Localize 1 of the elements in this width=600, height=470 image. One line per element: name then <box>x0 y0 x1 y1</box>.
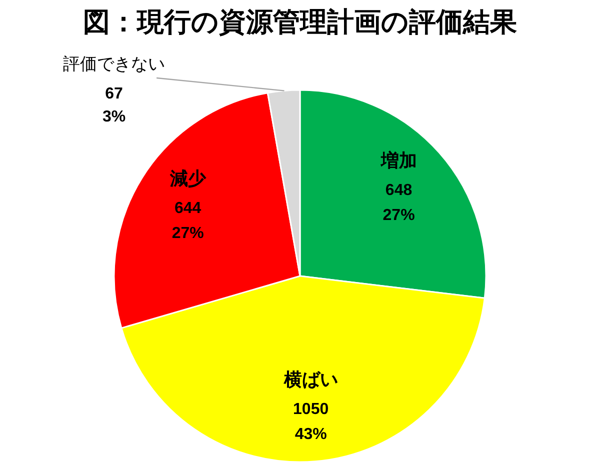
title: 図：現行の資源管理計画の評価結果 <box>83 7 517 37</box>
